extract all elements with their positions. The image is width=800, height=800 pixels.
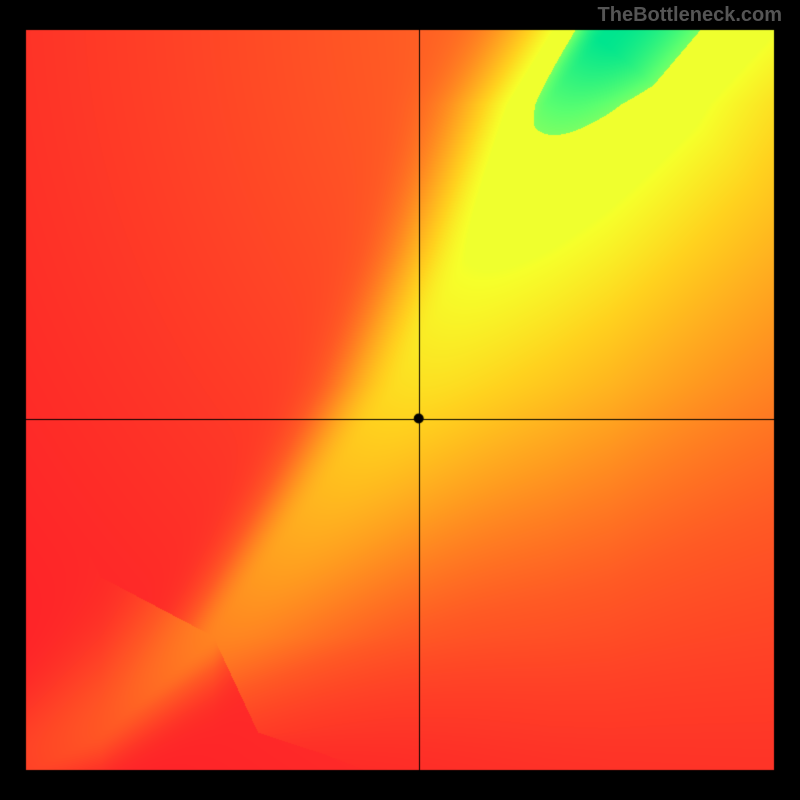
chart-container: TheBottleneck.com	[0, 0, 800, 800]
watermark-text: TheBottleneck.com	[598, 4, 782, 27]
heatmap-canvas	[0, 0, 800, 800]
